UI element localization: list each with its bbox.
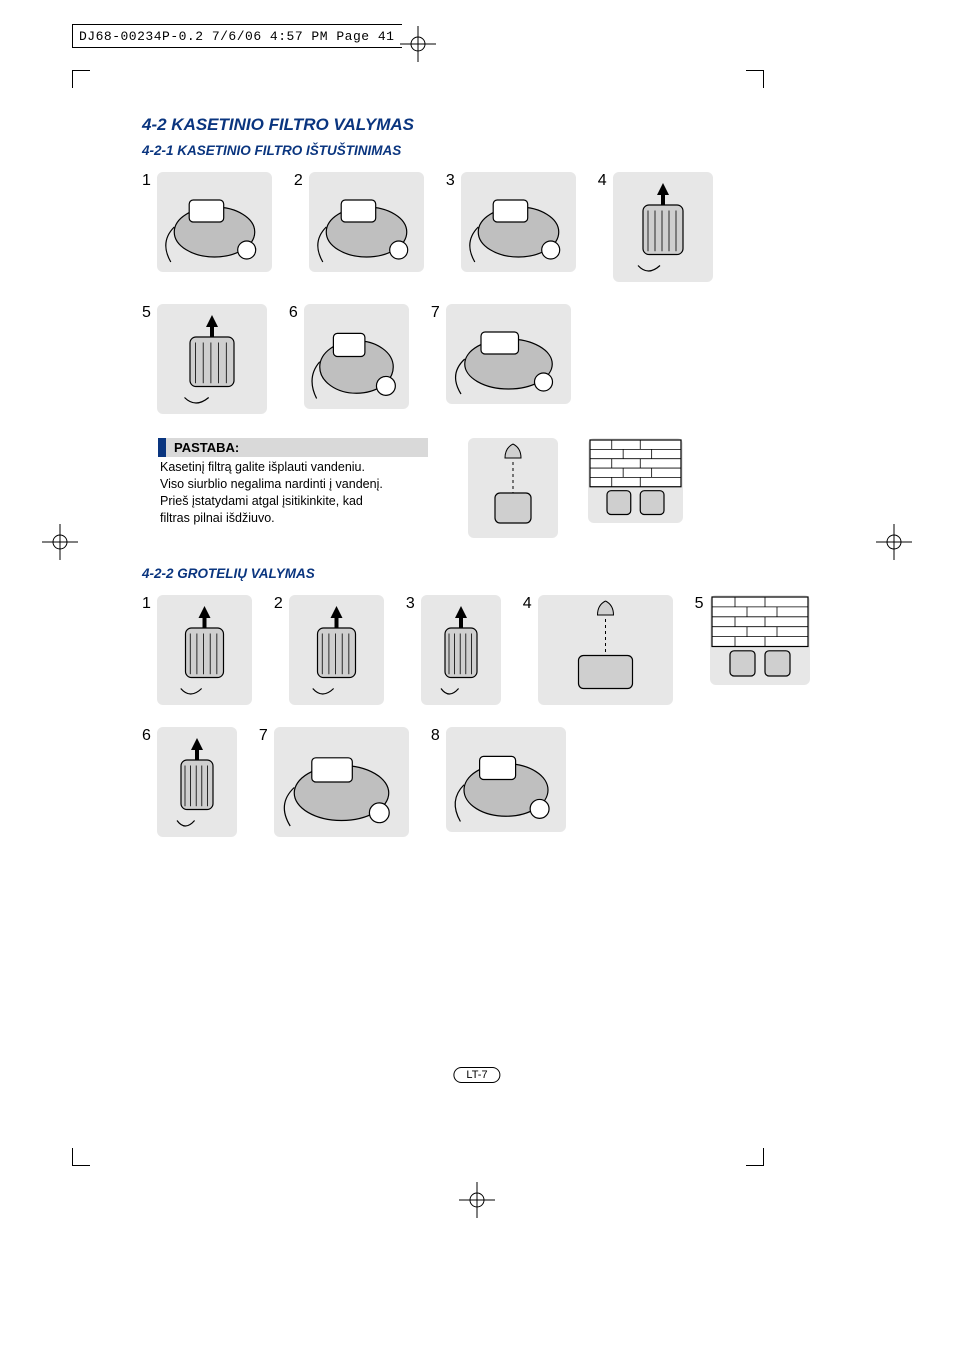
registration-mark-icon (400, 26, 436, 62)
step-number: 5 (142, 304, 151, 322)
step-illustration (710, 595, 810, 685)
step: 8 (431, 727, 566, 837)
step: 6 (289, 304, 409, 414)
step-number: 4 (598, 172, 607, 190)
section-subheading: 4-2-1 KASETINIO FILTRO IŠTUŠTINIMAS (142, 143, 822, 158)
step-number: 7 (431, 304, 440, 322)
frame-corner-icon (746, 1148, 764, 1166)
step: 3 (406, 595, 501, 705)
step: 2 (294, 172, 424, 282)
page: DJ68-00234P-0.2 7/6/06 4:57 PM Page 41 (0, 0, 954, 1348)
step: 2 (274, 595, 384, 705)
registration-mark-icon (42, 524, 78, 560)
step: 7 (259, 727, 409, 837)
note-line: Prieš įstatydami atgal įsitikinkite, kad (160, 493, 428, 510)
note-title: PASTABA: (158, 438, 428, 457)
step-number: 1 (142, 595, 151, 613)
note-illustration (468, 438, 558, 538)
step-illustration (157, 595, 252, 705)
note-line: filtras pilnai išdžiuvo. (160, 510, 428, 527)
step-number: 1 (142, 172, 151, 190)
step-illustration (304, 304, 409, 409)
step-number: 8 (431, 727, 440, 745)
step: 3 (446, 172, 576, 282)
frame-corner-icon (72, 70, 90, 88)
section-heading: 4-2 KASETINIO FILTRO VALYMAS (142, 115, 822, 135)
step: 5 (695, 595, 810, 705)
step-illustration (613, 172, 713, 282)
step-illustration (157, 172, 272, 272)
note-illustration (588, 438, 683, 523)
step-number: 3 (406, 595, 415, 613)
note-box: PASTABA: Kasetinį filtrą galite išplauti… (158, 438, 428, 527)
note-line: Viso siurblio negalima nardinti į vanden… (160, 476, 428, 493)
step-grid-b: 1 2 3 (142, 595, 822, 837)
step-grid-a: 1 2 3 4 (142, 172, 822, 414)
registration-mark-icon (459, 1182, 495, 1218)
step-number: 7 (259, 727, 268, 745)
step: 7 (431, 304, 571, 414)
step-illustration (309, 172, 424, 272)
step: 1 (142, 595, 252, 705)
page-number: LT-7 (453, 1067, 500, 1083)
step: 5 (142, 304, 267, 414)
step: 4 (598, 172, 713, 282)
note-images (468, 438, 683, 538)
step: 4 (523, 595, 673, 705)
step-number: 3 (446, 172, 455, 190)
step-illustration (538, 595, 673, 705)
step-illustration (157, 304, 267, 414)
step-illustration (157, 727, 237, 837)
step-number: 6 (289, 304, 298, 322)
content-area: 4-2 KASETINIO FILTRO VALYMAS 4-2-1 KASET… (142, 115, 822, 867)
section-subheading: 4-2-2 GROTELIŲ VALYMAS (142, 566, 822, 581)
registration-mark-icon (876, 524, 912, 560)
note-line: Kasetinį filtrą galite išplauti vandeniu… (160, 459, 428, 476)
step-illustration (446, 727, 566, 832)
frame-corner-icon (746, 70, 764, 88)
note-text: Kasetinį filtrą galite išplauti vandeniu… (158, 457, 428, 527)
step-illustration (461, 172, 576, 272)
print-header: DJ68-00234P-0.2 7/6/06 4:57 PM Page 41 (72, 24, 402, 48)
print-header-text: DJ68-00234P-0.2 7/6/06 4:57 PM Page 41 (79, 29, 394, 44)
step-illustration (274, 727, 409, 837)
frame-corner-icon (72, 1148, 90, 1166)
step-number: 5 (695, 595, 704, 613)
step-number: 2 (294, 172, 303, 190)
step-number: 4 (523, 595, 532, 613)
step-illustration (289, 595, 384, 705)
step: 1 (142, 172, 272, 282)
note-row: PASTABA: Kasetinį filtrą galite išplauti… (142, 438, 822, 538)
step-illustration (421, 595, 501, 705)
step-illustration (446, 304, 571, 404)
step-number: 6 (142, 727, 151, 745)
step: 6 (142, 727, 237, 837)
step-number: 2 (274, 595, 283, 613)
